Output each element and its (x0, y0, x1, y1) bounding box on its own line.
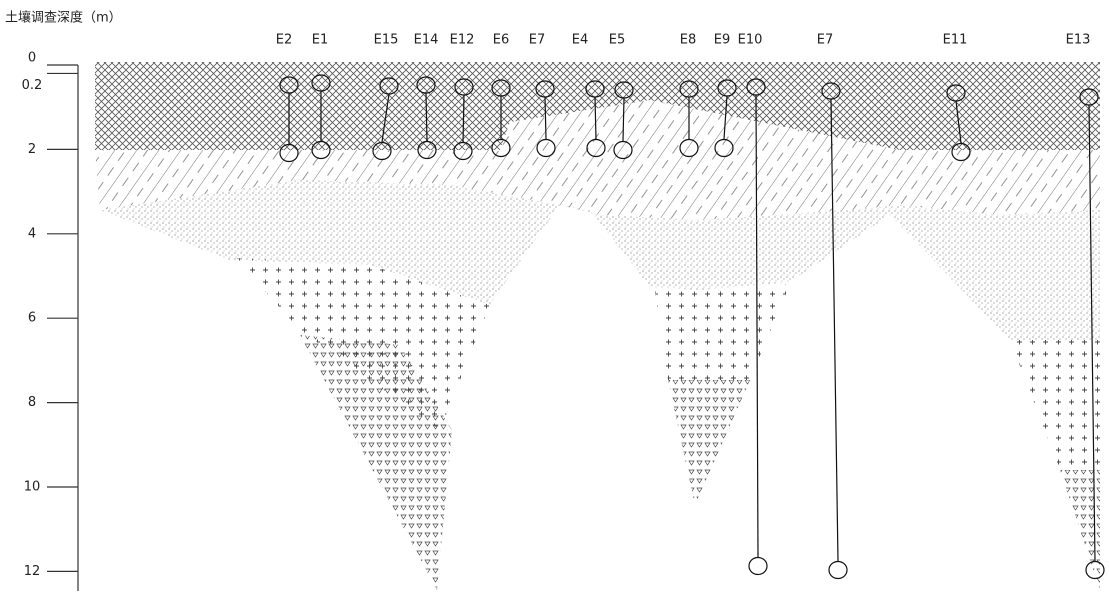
tick-label: 4 (28, 226, 36, 241)
borehole-label: E9 (714, 33, 731, 48)
sample-bottom (613, 140, 633, 160)
sample-top (454, 78, 474, 96)
borehole-line (755, 94, 759, 558)
sample-bottom (491, 138, 511, 158)
sample-bottom (453, 141, 473, 161)
sample-top (679, 80, 699, 98)
sample-bottom (586, 138, 606, 158)
borehole-line (622, 97, 625, 142)
borehole-line (381, 93, 390, 143)
borehole-line (425, 92, 428, 142)
sample-top (746, 78, 766, 96)
sample-bottom (828, 560, 848, 580)
borehole-line (830, 98, 839, 562)
boreholes: E2 E1 E15 E14 E12 E6 E7 E4 E5 E8 E9 E10 E7 E11 E13 (276, 33, 1105, 580)
sample-top (416, 76, 436, 94)
clay-layer (95, 100, 1100, 220)
tick-label: 10 (24, 480, 41, 495)
sample-bottom (311, 140, 331, 160)
borehole-label: E14 (414, 33, 439, 48)
borehole-label: E12 (450, 33, 475, 48)
borehole-line (1088, 104, 1096, 562)
sample-bottom (1085, 560, 1105, 580)
borehole-label: E11 (943, 33, 968, 48)
sample-top (311, 74, 331, 92)
tick-label: 0.2 (22, 78, 43, 93)
sample-top (491, 79, 511, 97)
sample-bottom (372, 141, 392, 161)
rock-layer (668, 380, 750, 505)
sample-bottom (417, 140, 437, 160)
rock-layer (300, 335, 452, 590)
sample-bottom (748, 556, 768, 576)
tick-label: 0 (28, 51, 36, 66)
borehole-label: E5 (609, 33, 626, 48)
topsoil-layer (95, 62, 1100, 150)
tick-label: 6 (28, 311, 36, 326)
sample-top (585, 80, 605, 98)
borehole-label: E2 (276, 33, 293, 48)
borehole-label: E15 (374, 33, 399, 48)
borehole-label: E6 (493, 33, 510, 48)
sand-layer (100, 180, 1100, 340)
sample-top (821, 82, 841, 100)
axis-title: 土壤调查深度（m） (5, 10, 122, 26)
tick-label: 8 (28, 395, 36, 410)
borehole-line (955, 100, 962, 144)
borehole-label: E7 (529, 33, 546, 48)
sample-bottom (679, 138, 699, 158)
borehole-line (462, 94, 465, 143)
sample-bottom (714, 138, 734, 158)
borehole-label: E13 (1066, 33, 1091, 48)
borehole-line (544, 96, 547, 140)
sample-top (279, 76, 299, 94)
sample-top (1079, 88, 1099, 106)
tick-label: 2 (28, 142, 36, 157)
borehole-label: E4 (572, 33, 589, 48)
sample-bottom (279, 143, 299, 163)
sample-top (717, 79, 737, 97)
borehole-label: E8 (680, 33, 697, 48)
borehole-label: E7 (817, 33, 834, 48)
borehole-label: E10 (738, 33, 763, 48)
borehole-line (594, 96, 597, 140)
sample-top (946, 84, 966, 102)
sample-top (614, 81, 634, 99)
borehole-label: E1 (312, 33, 329, 48)
sample-top (535, 80, 555, 98)
depth-ticks: 0 0.2 2 4 6 8 10 12 (22, 51, 78, 579)
sample-bottom (536, 138, 556, 158)
sample-bottom (951, 142, 971, 162)
sample-top (379, 77, 399, 95)
layers (95, 62, 1100, 590)
borehole-line (723, 95, 728, 140)
rock-layer (1060, 470, 1100, 590)
gravel-layer (655, 284, 790, 380)
tick-label: 12 (24, 564, 41, 579)
gravel-layer (1010, 340, 1100, 470)
